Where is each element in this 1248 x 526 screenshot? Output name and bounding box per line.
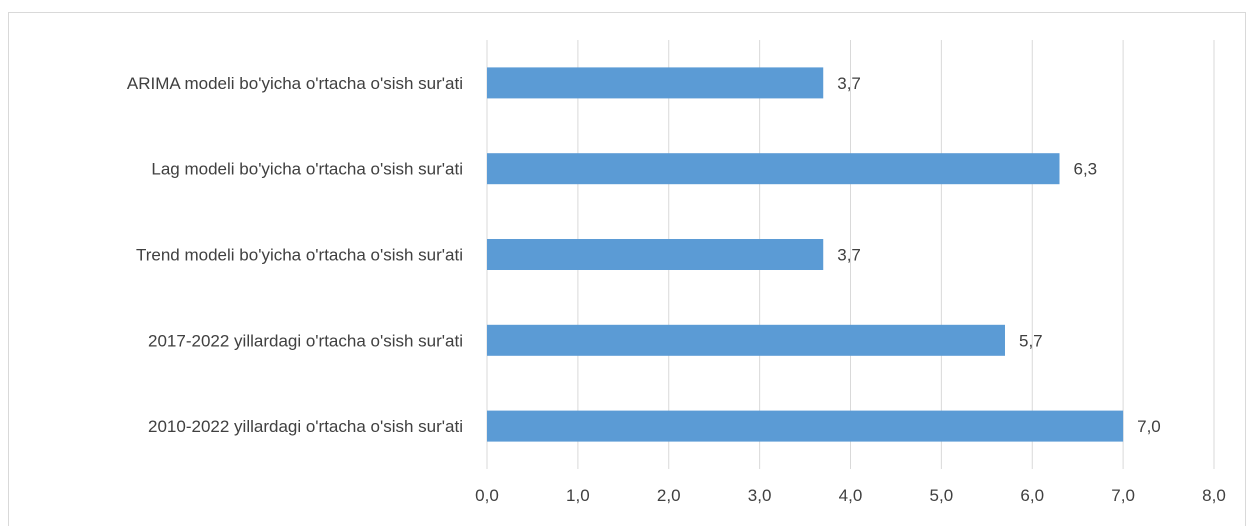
- data-label: 3,7: [837, 74, 861, 93]
- x-tick-label: 6,0: [1020, 486, 1044, 505]
- data-label: 3,7: [837, 246, 861, 265]
- category-label: ARIMA modeli bo'yicha o'rtacha o'sish su…: [127, 74, 463, 93]
- x-tick-label: 1,0: [566, 486, 590, 505]
- x-tick-label: 2,0: [657, 486, 681, 505]
- category-label: Lag modeli bo'yicha o'rtacha o'sish sur'…: [151, 160, 463, 179]
- x-tick-label: 5,0: [930, 486, 954, 505]
- bar: [487, 67, 824, 99]
- x-tick-label: 3,0: [748, 486, 772, 505]
- category-label: 2010-2022 yillardagi o'rtacha o'sish sur…: [148, 417, 463, 436]
- x-tick-label: 8,0: [1202, 486, 1226, 505]
- x-tick-label: 7,0: [1111, 486, 1135, 505]
- data-label: 7,0: [1137, 417, 1161, 436]
- bar: [487, 410, 1124, 442]
- data-label: 5,7: [1019, 331, 1043, 350]
- bar: [487, 239, 824, 270]
- category-label: Trend modeli bo'yicha o'rtacha o'sish su…: [136, 246, 463, 265]
- category-label: 2017-2022 yillardagi o'rtacha o'sish sur…: [148, 331, 463, 350]
- data-label: 6,3: [1074, 160, 1098, 179]
- bar: [487, 324, 1005, 356]
- x-tick-label: 0,0: [475, 486, 499, 505]
- bar: [487, 153, 1060, 185]
- x-tick-label: 4,0: [839, 486, 863, 505]
